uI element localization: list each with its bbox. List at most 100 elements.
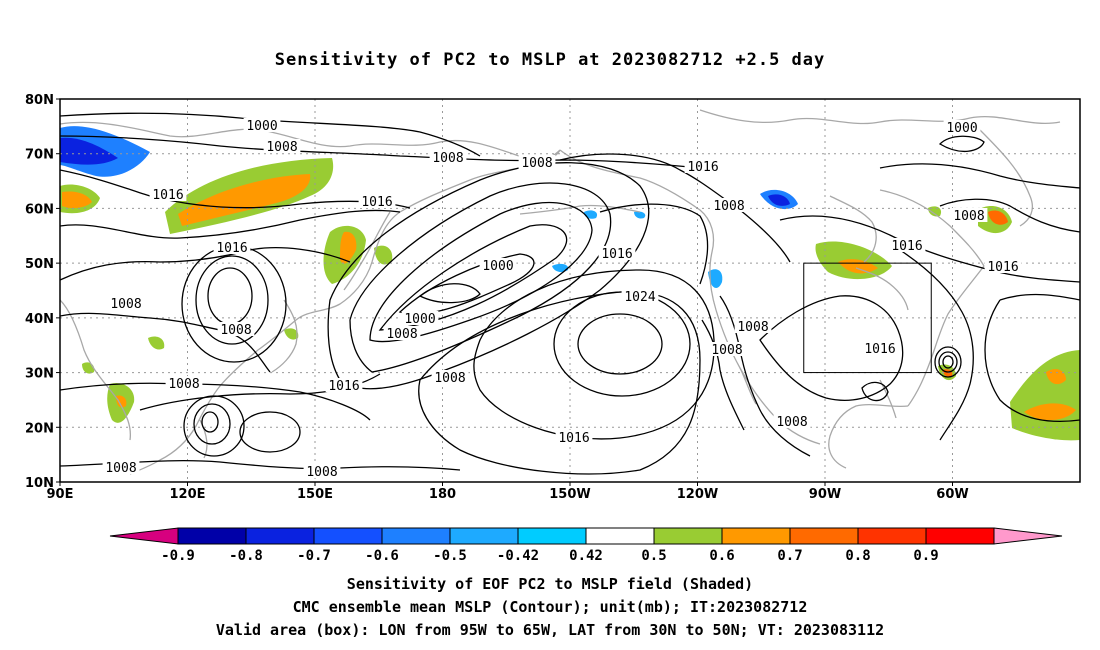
contour-label: 1000: [482, 259, 513, 274]
shade-pos-japan: [284, 328, 299, 340]
colorbar-label: 0.42: [569, 548, 603, 564]
coast-aleutians: [519, 204, 641, 215]
contour-label-bg: [431, 370, 469, 384]
contour-atlantic-high: [984, 293, 1080, 423]
contour-label: 1008: [713, 199, 744, 214]
contour-label-bg: [943, 120, 981, 134]
caption-contour: CMC ensemble mean MSLP (Contour); unit(m…: [292, 598, 808, 616]
caption-shaded: Sensitivity of EOF PC2 to MSLP field (Sh…: [346, 575, 754, 593]
lon-label: 90E: [47, 487, 74, 502]
contour-1000-top: [60, 112, 481, 157]
contour-label-bg: [950, 208, 988, 222]
contour-label: 1008: [220, 323, 251, 338]
coast-hudson: [829, 195, 877, 263]
contour-label: 1008: [386, 327, 417, 342]
shade-pos-labrador: [928, 206, 942, 217]
coast-florida: [879, 379, 897, 419]
lat-label: 50N: [25, 257, 54, 272]
contour-label-bg: [598, 246, 636, 260]
contour-label-bg: [710, 198, 748, 212]
contour-aleutian-low-2: [398, 253, 535, 315]
contour-1016-gulf-alaska: [599, 203, 709, 285]
contour-label-bg: [213, 240, 251, 254]
contour-high-1016: [473, 269, 715, 440]
contour-label-bg: [429, 150, 467, 164]
contour-label-bg: [243, 118, 281, 132]
contour-low-siberia-inner: [207, 267, 253, 325]
coast-indochina: [60, 299, 132, 441]
contour-label-bg: [479, 258, 517, 272]
contour-label: 1016: [216, 241, 247, 256]
contour-label: 1016: [558, 431, 589, 446]
contour-labels: 1000 1008 1016 1016 1016 1008 1008 1008 1008 1008…: [102, 118, 1022, 480]
colorbar-label: -0.8: [229, 548, 263, 564]
lat-label: 30N: [25, 367, 54, 382]
contour-label: 1008: [434, 371, 465, 386]
contour-label-bg: [358, 194, 396, 208]
colorbar-label: -0.6: [365, 548, 399, 564]
lat-label: 40N: [25, 312, 54, 327]
shade-neg-canada-core: [768, 194, 790, 206]
contour-label-bg: [708, 342, 746, 356]
shade-pos-siberia-core: [178, 174, 311, 226]
contour-label-bg: [165, 376, 203, 390]
contour-1000-arctic: [938, 135, 985, 152]
shade-neg-west-coast: [708, 269, 723, 288]
contour-label-bg: [107, 296, 145, 310]
colorbar-arrow-right: [993, 527, 1063, 545]
contour-label: 1008: [110, 297, 141, 312]
colorbar-segment: [721, 527, 791, 545]
contour-label-bg: [149, 187, 187, 201]
lat-label: 70N: [25, 148, 54, 163]
colorbar-label: 0.8: [845, 548, 870, 564]
contour-low-philippine-2: [193, 403, 231, 445]
shade-pos-kamchatka-core: [340, 231, 357, 264]
contour-hurricane-1: [942, 355, 954, 369]
colorbar-segment: [177, 527, 247, 545]
contour-label-bg: [984, 259, 1022, 273]
valid-area-box: [803, 262, 932, 374]
contour-1008-philippines: [60, 382, 371, 421]
shade-pos-atlantic-core: [1024, 403, 1076, 421]
contour-1008-west-na: [719, 295, 811, 457]
colorbar-segment: [925, 527, 995, 545]
shade-pos-west-edge-core: [62, 191, 92, 209]
contour-label-bg: [325, 378, 363, 392]
colorbar-segment: [653, 527, 723, 545]
map-title: Sensitivity of PC2 to MSLP at 2023082712…: [274, 50, 826, 70]
shade-neg-arctic-west-core: [60, 137, 118, 165]
colorbar: -0.9 -0.8 -0.7 -0.6 -0.5 -0.42 0.42 0.5 0.6 0.7 0.…: [109, 527, 1063, 564]
contour-1016-canada: [779, 215, 1080, 283]
contour-label: 1008: [168, 377, 199, 392]
contour-label-bg: [861, 341, 899, 355]
contour-low-philippine-1: [201, 411, 219, 433]
shade-pos-newfoundland-core: [988, 210, 1008, 225]
caption-valid-area: Valid area (box): LON from 95W to 65W, L…: [215, 621, 885, 639]
coast-kamchatka: [343, 211, 391, 291]
contour-1008-arctic-na: [879, 163, 1080, 189]
contour-aleutian-low-5: [349, 182, 612, 373]
colorbar-label: -0.42: [497, 548, 539, 564]
contour-label-bg: [734, 319, 772, 333]
contour-label-bg: [621, 289, 659, 303]
lon-label: 150W: [549, 487, 590, 502]
contour-label: 1000: [946, 121, 977, 136]
coast-arctic-canada: [699, 109, 1061, 125]
colorbar-segment: [517, 527, 587, 545]
contour-1008-top: [60, 135, 701, 169]
contour-label-bg: [888, 238, 926, 252]
longitude-labels: 90E 120E 150E 180 150W 120W 90W 60W: [47, 482, 969, 502]
coast-east-asia: [129, 149, 561, 475]
contour-label: 1008: [737, 320, 768, 335]
shade-pos-china: [148, 336, 165, 350]
contour-label: 1016: [687, 160, 718, 175]
coast-na-west: [715, 309, 821, 445]
contour-label-bg: [383, 326, 421, 340]
contour-label: 1016: [891, 239, 922, 254]
contour-label: 1024: [624, 290, 655, 305]
contour-label-bg: [102, 460, 140, 474]
contour-1008-alaska: [559, 153, 791, 263]
lat-label: 60N: [25, 202, 54, 217]
contour-high-1024-inner: [577, 313, 663, 375]
